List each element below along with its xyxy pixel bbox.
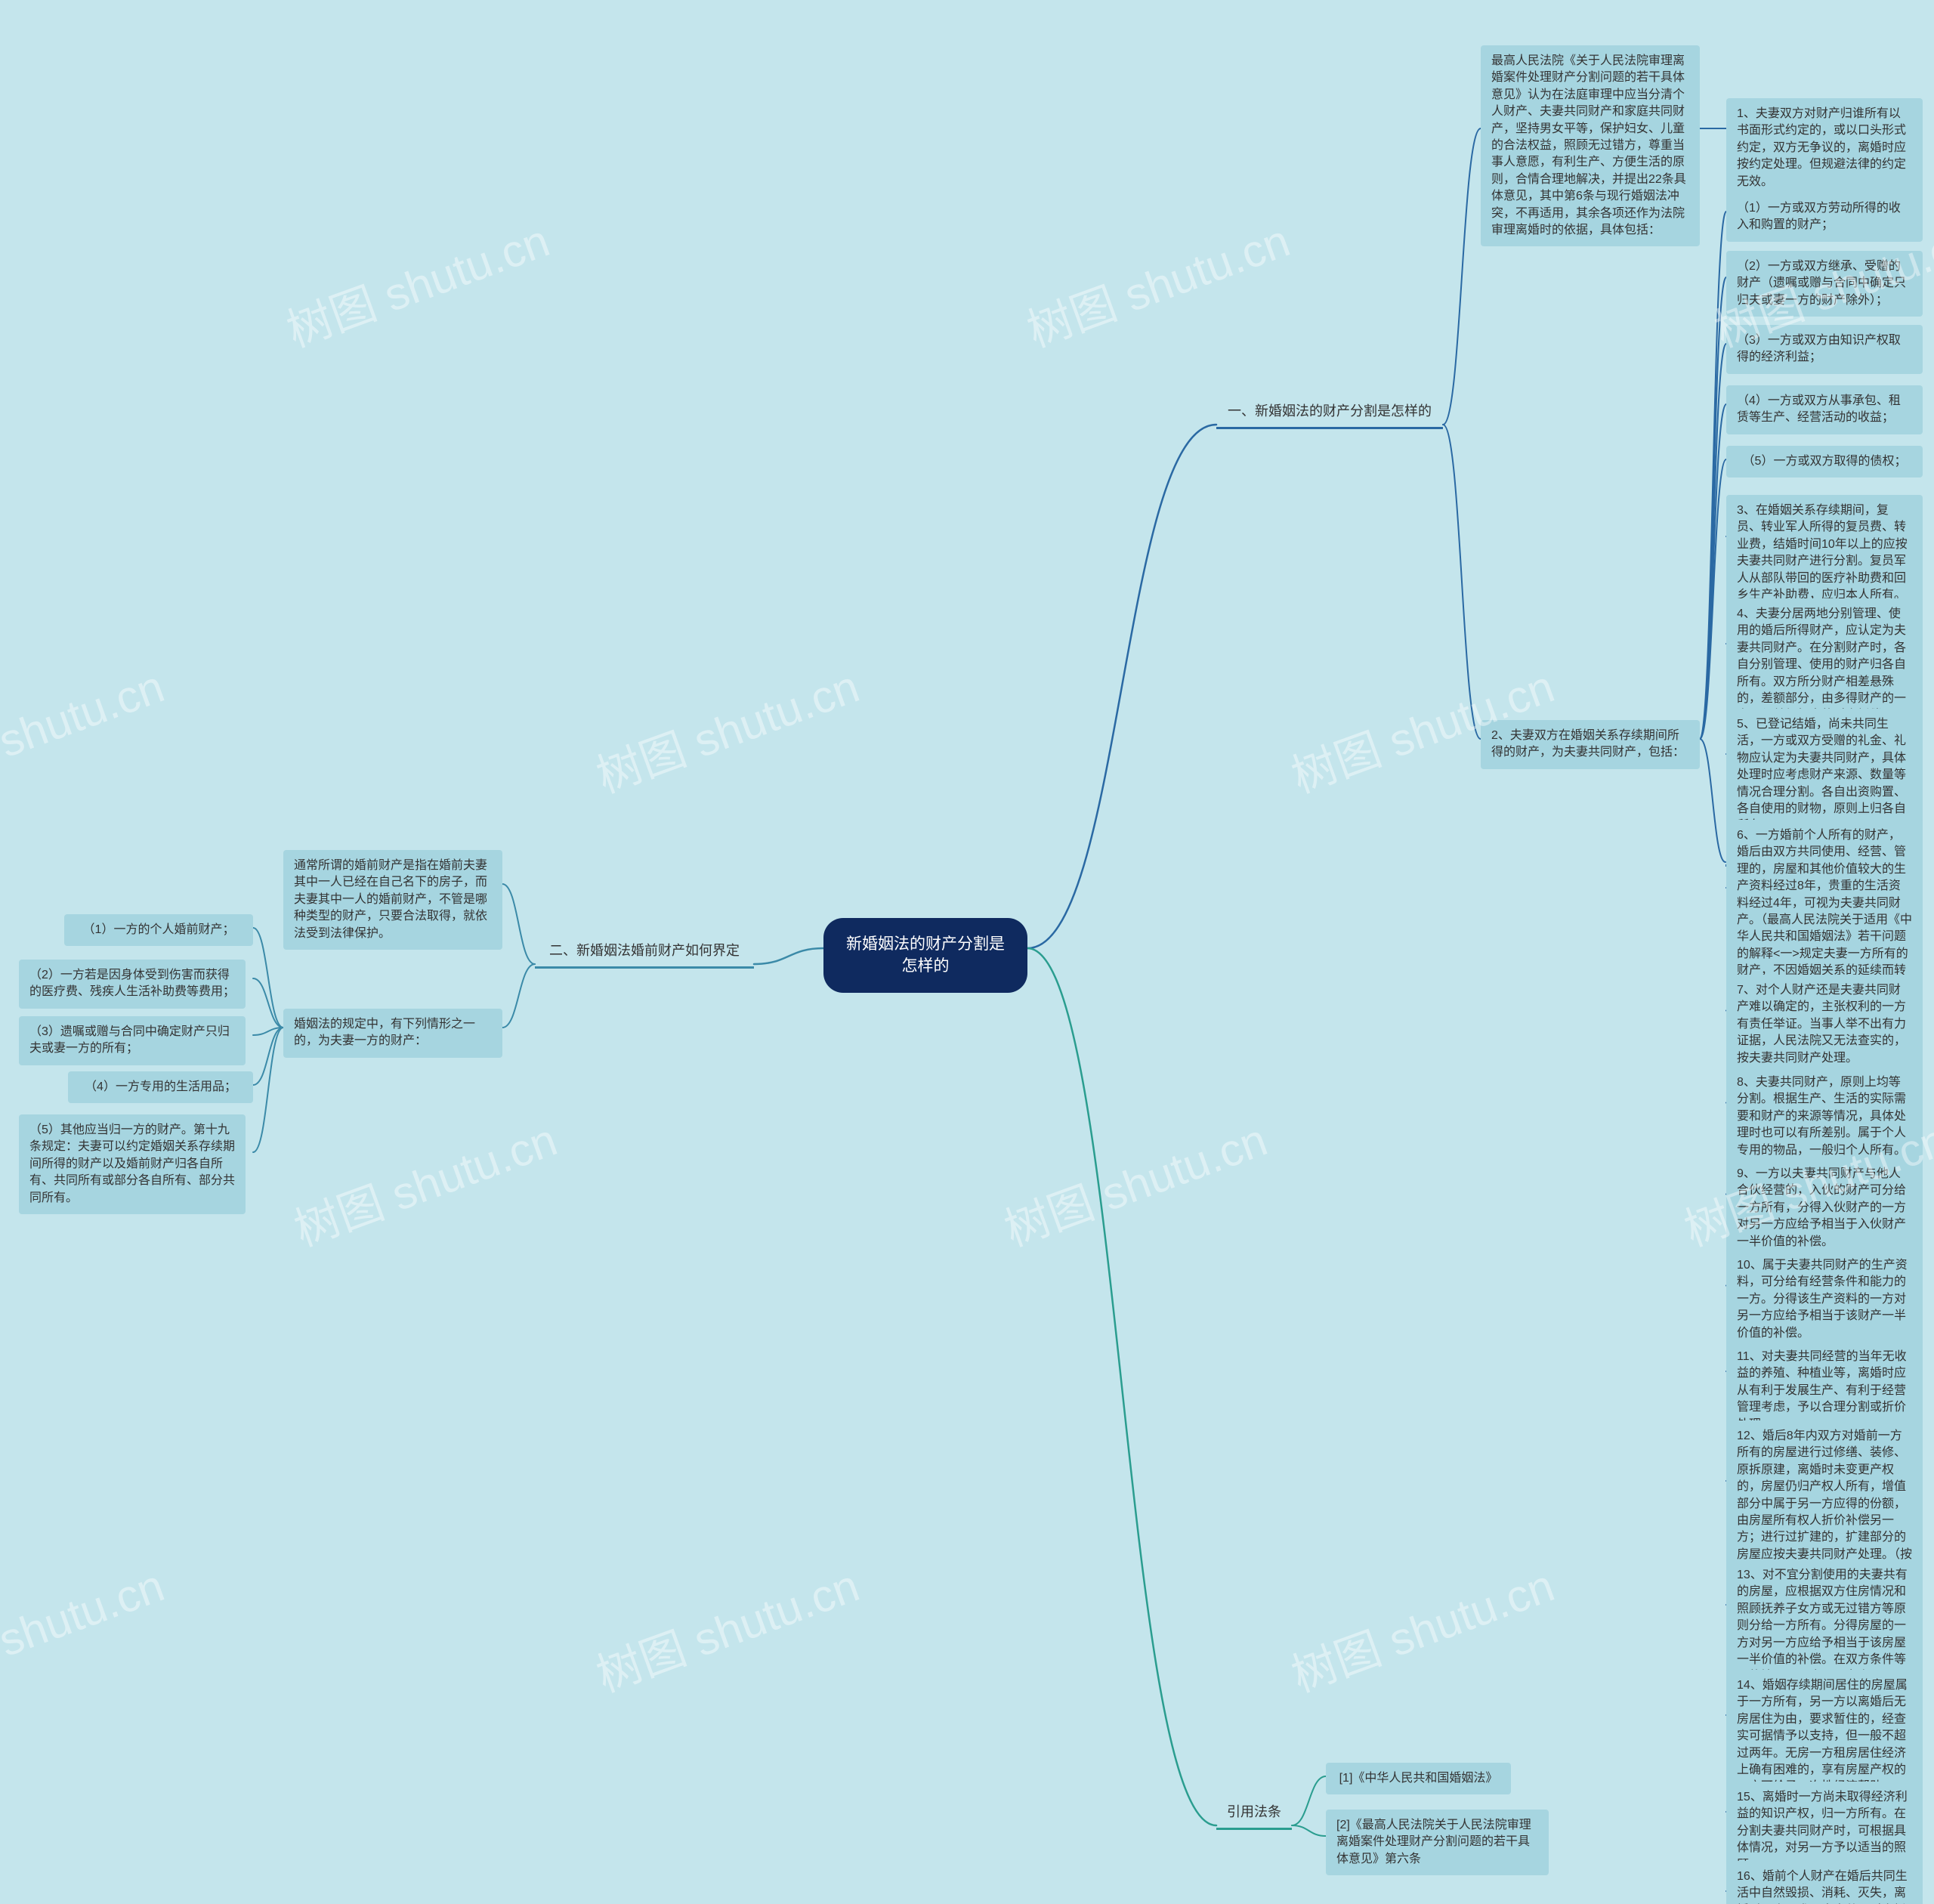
node-s1b6_9: 9、一方以夫妻共同财产与他人合伙经营的，入伙的财产可分给一方所有，分得入伙财产的… [1726, 1158, 1923, 1258]
node-s2a: 通常所谓的婚前财产是指在婚前夫妻其中一人已经在自己名下的房子，而夫妻其中一人的婚… [283, 850, 502, 950]
node-s1a: 最高人民法院《关于人民法院审理离婚案件处理财产分割问题的若干具体意见》认为在法庭… [1481, 45, 1700, 246]
node-s1a1: 1、夫妻双方对财产归谁所有以书面形式约定的，或以口头形式约定，双方无争议的，离婚… [1726, 98, 1923, 198]
section-cite: 引用法条 [1216, 1798, 1292, 1830]
node-s1b6_8: 8、夫妻共同财产，原则上均等分割。根据生产、生活的实际需要和财产的来源等情况，具… [1726, 1067, 1923, 1167]
node-s1b6_10: 10、属于夫妻共同财产的生产资料，可分给有经营条件和能力的一方。分得该生产资料的… [1726, 1250, 1923, 1349]
node-cite1: [1]《中华人民共和国婚姻法》 [1326, 1763, 1511, 1794]
node-s1b6_16: 16、婚前个人财产在婚后共同生活中自然毁损、消耗、灭失，离婚时一方要求以夫妻共同… [1726, 1861, 1923, 1904]
node-s1b6_3: 3、在婚姻关系存续期间，复员、转业军人所得的复员费、转业费，结婚时间10年以上的… [1726, 495, 1923, 611]
node-s1b5: （5）一方或双方取得的债权； [1726, 446, 1923, 478]
node-s1b2: （2）一方或双方继承、受赠的财产（遗嘱或赠与合同中确定只归夫或妻一方的财产除外）… [1726, 251, 1923, 317]
node-s1b6_7: 7、对个人财产还是夫妻共同财产难以确定的，主张权利的一方有责任举证。当事人举不出… [1726, 975, 1923, 1074]
node-cite2: [2]《最高人民法院关于人民法院审理离婚案件处理财产分割问题的若干具体意见》第六… [1326, 1810, 1549, 1875]
node-s1b3: （3）一方或双方由知识产权取得的经济利益； [1726, 325, 1923, 374]
root-node: 新婚姻法的财产分割是怎样的 [823, 918, 1027, 993]
section-s1: 一、新婚姻法的财产分割是怎样的 [1216, 397, 1443, 429]
node-s2b2: （2）一方若是因身体受到伤害而获得的医疗费、残疾人生活补助费等费用； [19, 960, 246, 1009]
node-s2b4: （4）一方专用的生活用品； [68, 1071, 253, 1103]
node-s1b4: （4）一方或双方从事承包、租赁等生产、经营活动的收益； [1726, 385, 1923, 434]
node-s2b5: （5）其他应当归一方的财产。第十九条规定：夫妻可以约定婚姻关系存续期间所得的财产… [19, 1114, 246, 1214]
node-s2b1: （1）一方的个人婚前财产； [64, 914, 253, 946]
node-s2b3: （3）遗嘱或赠与合同中确定财产只归夫或妻一方的所有； [19, 1016, 246, 1065]
section-s2: 二、新婚姻法婚前财产如何界定 [535, 937, 754, 969]
node-s1b: 2、夫妻双方在婚姻关系存续期间所得的财产，为夫妻共同财产，包括： [1481, 720, 1700, 769]
node-s2b: 婚姻法的规定中，有下列情形之一的，为夫妻一方的财产： [283, 1009, 502, 1058]
node-s1b1: （1）一方或双方劳动所得的收入和购置的财产； [1726, 193, 1923, 242]
